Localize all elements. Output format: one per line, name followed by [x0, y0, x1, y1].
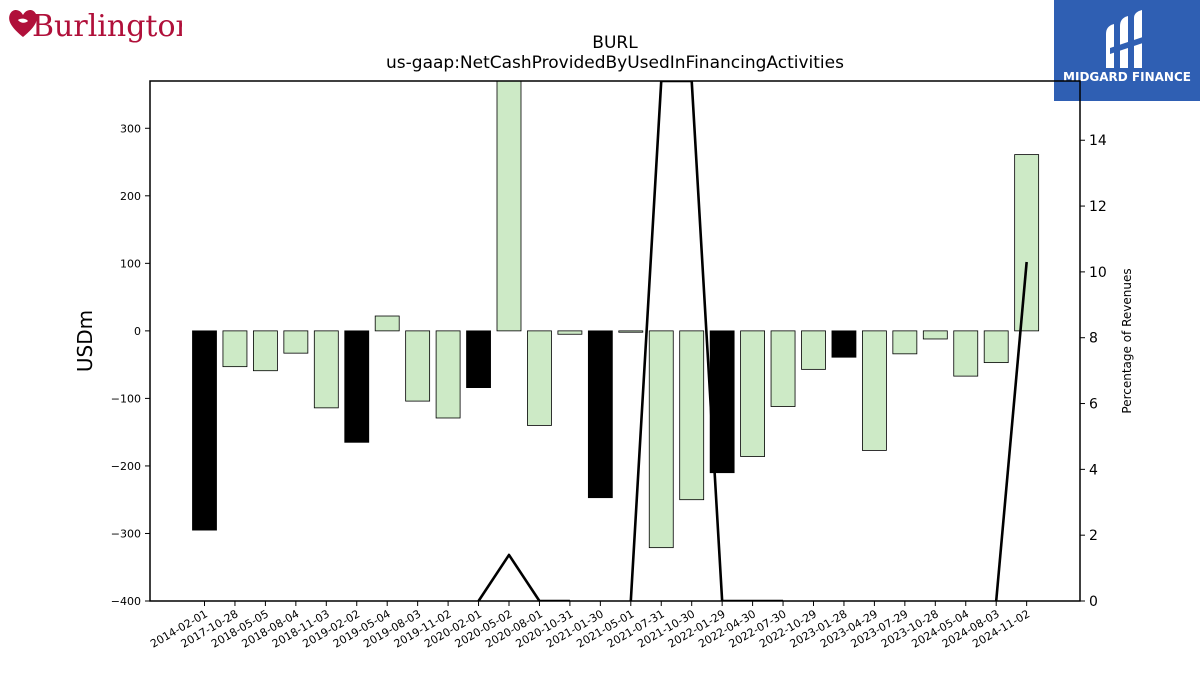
- bar-2024-08-03: [983, 330, 1009, 364]
- y2-tick-label: 8: [1089, 331, 1098, 347]
- y-tick-label: −100: [111, 392, 141, 405]
- bar-2021-05-01: [618, 330, 644, 333]
- bar-2021-01-30: [587, 330, 613, 499]
- y2-tick-label: 0: [1089, 594, 1098, 610]
- y2-tick-label: 14: [1089, 133, 1107, 149]
- bar-2018-11-03: [313, 330, 339, 409]
- percentage-line: [629, 81, 784, 601]
- y-tick-label: 0: [134, 325, 141, 338]
- brand-badge: MIDGARD FINANCE: [1054, 0, 1200, 101]
- bar-2021-07-31: [648, 330, 674, 549]
- bar-2022-10-29: [801, 330, 826, 370]
- bar-2024-11-02: [1014, 154, 1040, 332]
- y2-tick-label: 4: [1089, 462, 1098, 478]
- bar-2023-04-29: [862, 330, 887, 451]
- y-tick-label: −400: [111, 595, 141, 608]
- bar-2019-08-03: [405, 330, 431, 402]
- y2-tick-label: 2: [1089, 528, 1098, 544]
- chart-title: BURL: [592, 33, 638, 53]
- y2-tick-label: 10: [1089, 265, 1107, 281]
- bar-2022-04-30: [740, 330, 765, 457]
- chart-subtitle: us-gaap:NetCashProvidedByUsedInFinancing…: [386, 53, 844, 73]
- bar-2019-11-02: [435, 330, 461, 419]
- midgard-logo-icon: [1106, 10, 1146, 68]
- y-tick-label: 300: [120, 122, 141, 135]
- bar-2023-01-28: [831, 330, 857, 358]
- plot-frame: [149, 80, 1081, 602]
- brand-name: MIDGARD FINANCE: [1063, 70, 1191, 84]
- bar-2017-10-28: [222, 330, 248, 368]
- bar-2023-07-29: [892, 330, 918, 355]
- bar-2022-07-30: [770, 330, 796, 407]
- bar-2020-02-01: [466, 330, 491, 388]
- percentage-line: [477, 553, 570, 601]
- bar-2024-05-04: [953, 330, 979, 377]
- bar-2020-05-02: [496, 81, 522, 332]
- bar-2020-08-01: [527, 330, 552, 426]
- bar-2019-02-02: [344, 330, 370, 443]
- bar-2014-02-01: [192, 330, 217, 531]
- bar-2023-10-28: [922, 330, 948, 340]
- y-axis-label: USDm: [73, 310, 97, 372]
- bar-2018-05-05: [252, 330, 278, 372]
- y-tick-label: −300: [111, 527, 141, 540]
- y-tick-label: 100: [120, 257, 141, 270]
- bar-2021-10-30: [679, 330, 705, 501]
- company-logo-text: Burlington: [32, 9, 182, 44]
- heart-icon: [9, 9, 37, 37]
- y2-tick-label: 6: [1089, 397, 1098, 413]
- y2-tick-label: 12: [1089, 199, 1107, 215]
- y-tick-label: −200: [111, 460, 141, 473]
- bar-2018-08-04: [283, 330, 309, 354]
- bar-2019-05-04: [374, 315, 400, 332]
- y-tick-label: 200: [120, 190, 141, 203]
- bar-2020-10-31: [557, 330, 583, 335]
- percentage-line: [994, 261, 1028, 601]
- company-logo: Burlington: [6, 4, 182, 44]
- y2-axis-label: Percentage of Revenues: [1120, 268, 1134, 413]
